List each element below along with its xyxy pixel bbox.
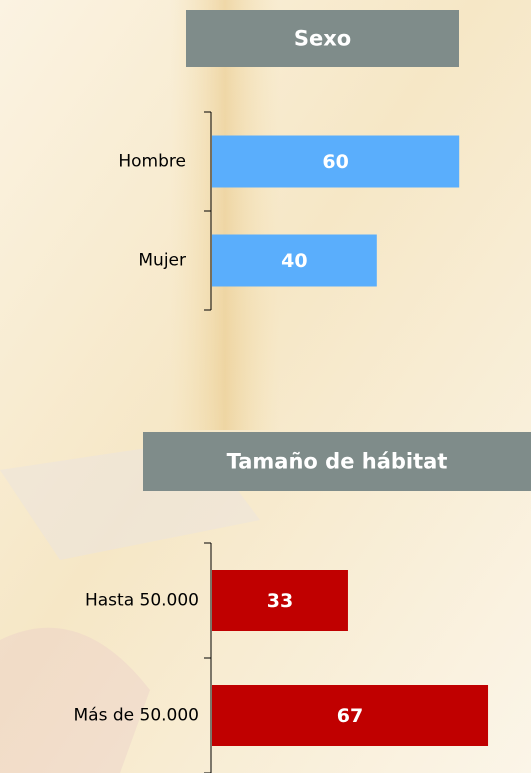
category-label: Hombre: [118, 152, 186, 172]
data-label: 60: [322, 151, 348, 173]
chart-title: Tamaño de hábitat: [227, 450, 448, 474]
category-label: Más de 50.000: [74, 706, 199, 726]
chart: Sexo Hombre 60 Mujer 40 Tamaño de hábitat Hast…: [0, 0, 531, 773]
page: Sexo Hombre 60 Mujer 40 Tamaño de hábitat Hast…: [0, 0, 531, 773]
category-label: Mujer: [138, 251, 186, 271]
data-label: 33: [267, 590, 293, 612]
data-label: 67: [337, 705, 363, 727]
category-label: Hasta 50.000: [85, 591, 199, 611]
chart-title: Sexo: [294, 27, 351, 51]
data-label: 40: [281, 250, 307, 272]
